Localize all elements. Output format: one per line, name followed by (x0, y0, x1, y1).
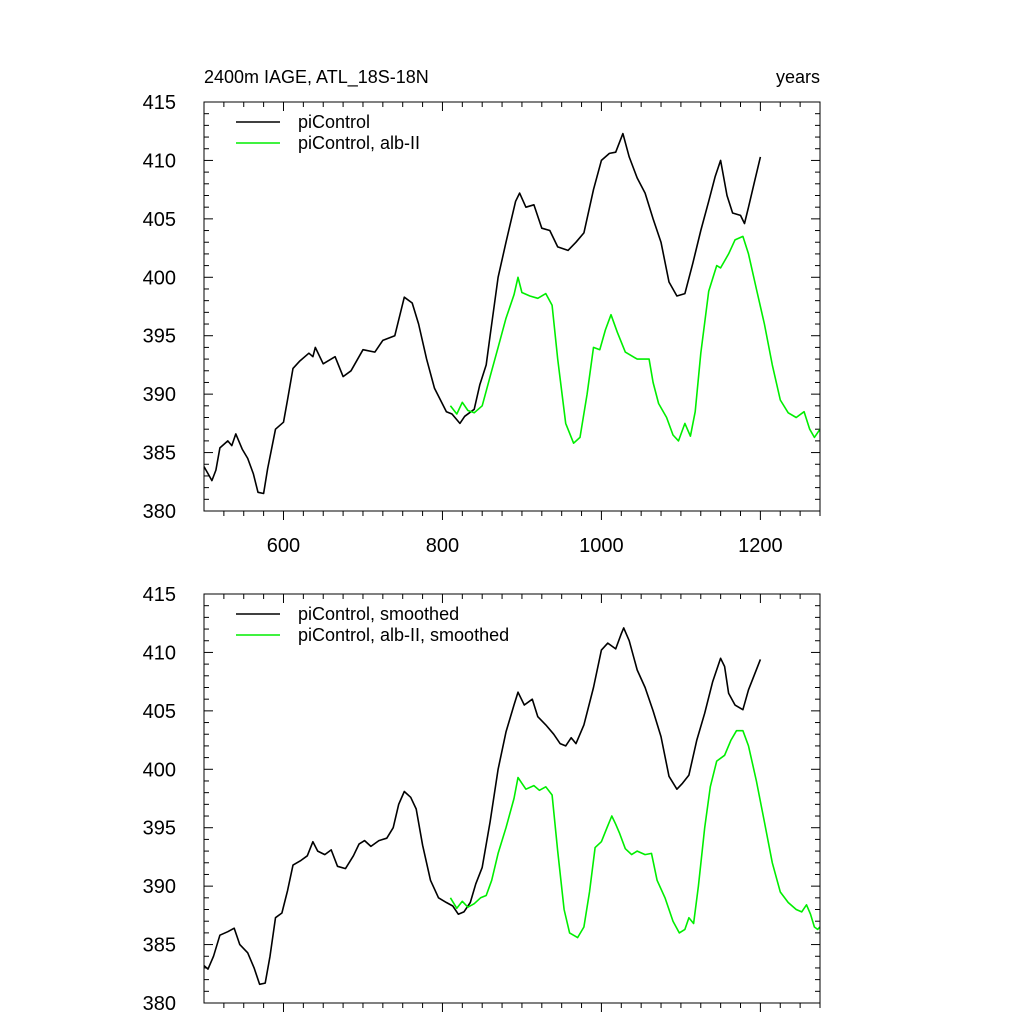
plot-frame (203, 101, 821, 512)
chart-title: 2400m IAGE, ATL_18S-18N (204, 67, 429, 88)
top-panel: 2400m IAGE, ATL_18S-18N years 3803853903… (143, 67, 821, 557)
y-tick-label: 395 (143, 326, 176, 348)
y-tick-label: 415 (143, 584, 176, 606)
bottom-panel: 380 385 390 395 400 405 410 415 piControl, smoo… (143, 584, 821, 1015)
y-tick-label: 400 (143, 759, 176, 781)
y-tick-label: 410 (143, 150, 176, 172)
axis-ticks: 380 385 390 395 400 405 410 415 600 800 1000 1200 (143, 92, 821, 557)
y-tick-label: 405 (143, 701, 176, 723)
y-tick-label: 385 (143, 935, 176, 957)
y-tick-label: 405 (143, 209, 176, 231)
series-line-picontrol (203, 132, 762, 495)
y-tick-label: 390 (143, 876, 176, 898)
series-line-picontrol-alb-ii (449, 729, 821, 939)
x-tick-label: 600 (267, 535, 300, 557)
y-tick-label: 400 (143, 267, 176, 289)
y-tick-label: 390 (143, 384, 176, 406)
plot-frame (203, 593, 821, 1004)
y-tick-label: 395 (143, 818, 176, 840)
series-line-picontrol-alb-ii (449, 235, 821, 444)
series-line-picontrol (203, 627, 762, 986)
legend-label: piControl, alb-II (298, 133, 420, 153)
units-label: years (776, 67, 820, 87)
legend-label: piControl (298, 112, 370, 132)
y-tick-label: 415 (143, 92, 176, 114)
x-tick-label: 800 (426, 535, 459, 557)
legend-label: piControl, smoothed (298, 604, 459, 624)
x-tick-label: 1200 (738, 535, 783, 557)
series-group (203, 627, 821, 986)
series-group (203, 132, 821, 495)
y-tick-label: 410 (143, 642, 176, 664)
legend-label: piControl, alb-II, smoothed (298, 625, 509, 645)
y-tick-label: 380 (143, 501, 176, 523)
y-tick-label: 385 (143, 443, 176, 465)
y-tick-label: 380 (143, 993, 176, 1015)
x-tick-label: 1000 (579, 535, 624, 557)
